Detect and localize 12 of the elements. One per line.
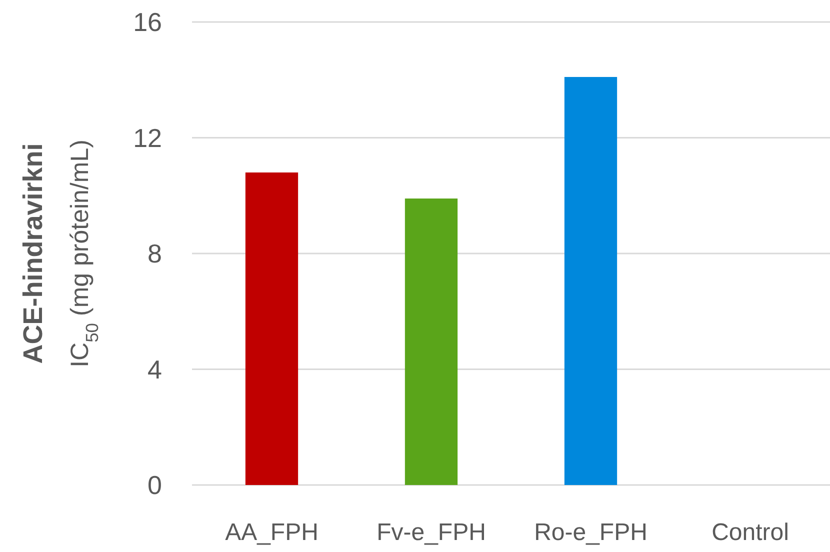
x-tick-label: Control [712,519,789,546]
x-tick-label: Fv-e_FPH [376,519,486,546]
bar [245,172,298,485]
x-tick-label: AA_FPH [225,519,318,546]
bar [564,76,618,485]
y-tick-label: 0 [148,470,162,500]
y-tick-label: 4 [148,354,162,384]
x-tick-label: Ro-e_FPH [534,519,648,546]
y-tick-label: 12 [133,122,162,153]
y-tick-label: 16 [133,7,162,38]
bar [404,198,458,485]
y-tick-label: 8 [148,238,162,269]
